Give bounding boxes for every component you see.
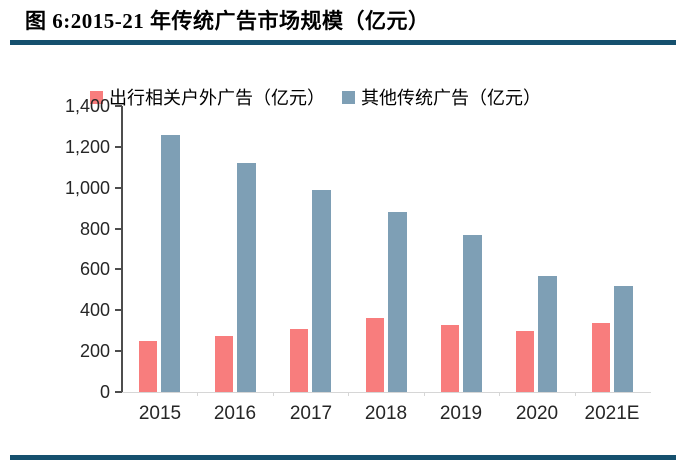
y-axis-tick [115,268,122,271]
y-tick-label: 0 [99,382,110,402]
x-tick-label: 2015 [138,403,182,424]
bottom-divider-rule [10,455,676,460]
legend-swatch-outdoor-icon [90,90,103,104]
y-tick-label: 600 [79,259,110,280]
bar-outdoor-2019 [441,325,459,392]
x-axis-tick [273,392,274,396]
x-axis-tick [424,392,425,396]
bar-outdoor-2017 [290,329,308,392]
x-tick-label: 2018 [364,403,408,424]
chart-legend: 出行相关户外广告（亿元） 其他传统广告（亿元） [90,84,541,110]
top-divider-rule [10,40,676,45]
bar-other-2015 [161,135,180,392]
y-axis-tick [115,350,122,353]
legend-item-other: 其他传统广告（亿元） [342,84,541,110]
y-tick-label: 1,400 [64,96,110,116]
x-axis-tick [197,392,198,396]
y-axis-tick [115,309,122,312]
legend-label-other: 其他传统广告（亿元） [361,88,541,108]
bar-other-2016 [237,163,256,392]
bar-outdoor-2015 [139,341,157,392]
x-axis-tick [348,392,349,396]
legend-swatch-other-icon [342,90,355,104]
y-axis-tick [115,145,122,148]
x-tick-label: 2019 [439,403,483,424]
x-axis-tick [575,392,576,396]
x-tick-label: 2020 [515,403,559,424]
bar-outdoor-2018 [366,318,384,392]
bar-other-2021E [614,286,633,392]
bar-outdoor-2020 [516,331,534,392]
x-axis [121,392,651,393]
y-axis-tick [115,105,122,107]
x-tick-label: 2016 [213,403,257,424]
bar-outdoor-2021E [592,323,610,392]
y-axis-tick [115,391,122,393]
bar-other-2017 [312,190,331,392]
x-axis-tick [499,392,500,396]
y-axis-tick [115,227,122,230]
y-tick-label: 800 [79,218,110,239]
x-tick-label: 2021E [584,403,640,424]
figure-title: 图 6:2015-21 年传统广告市场规模（亿元） [25,9,430,33]
bar-other-2018 [388,212,407,392]
y-axis [121,106,123,393]
bar-other-2019 [463,235,482,392]
bar-other-2020 [538,276,557,392]
y-tick-label: 1,200 [64,136,110,157]
bar-outdoor-2016 [215,336,233,392]
legend-label-outdoor: 出行相关户外广告（亿元） [109,88,325,108]
y-tick-label: 200 [79,341,110,362]
y-axis-tick [115,186,122,189]
y-tick-label: 400 [79,300,110,321]
x-tick-label: 2017 [289,403,333,424]
y-tick-label: 1,000 [64,177,110,198]
legend-item-outdoor: 出行相关户外广告（亿元） [90,84,325,110]
